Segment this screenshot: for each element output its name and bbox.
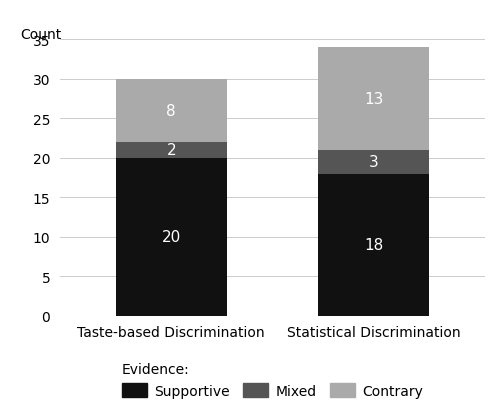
Legend: Supportive, Mixed, Contrary: Supportive, Mixed, Contrary bbox=[116, 357, 428, 404]
Bar bbox=[116, 80, 227, 143]
Text: 13: 13 bbox=[364, 92, 384, 107]
Bar bbox=[318, 174, 430, 316]
Text: 3: 3 bbox=[369, 155, 378, 170]
Text: Count: Count bbox=[20, 28, 61, 42]
Bar bbox=[318, 48, 430, 151]
Text: 8: 8 bbox=[166, 104, 176, 119]
Bar bbox=[116, 143, 227, 158]
Text: 18: 18 bbox=[364, 238, 384, 252]
Bar bbox=[318, 151, 430, 174]
Bar bbox=[116, 158, 227, 316]
Text: 20: 20 bbox=[162, 230, 181, 245]
Text: 2: 2 bbox=[166, 143, 176, 158]
